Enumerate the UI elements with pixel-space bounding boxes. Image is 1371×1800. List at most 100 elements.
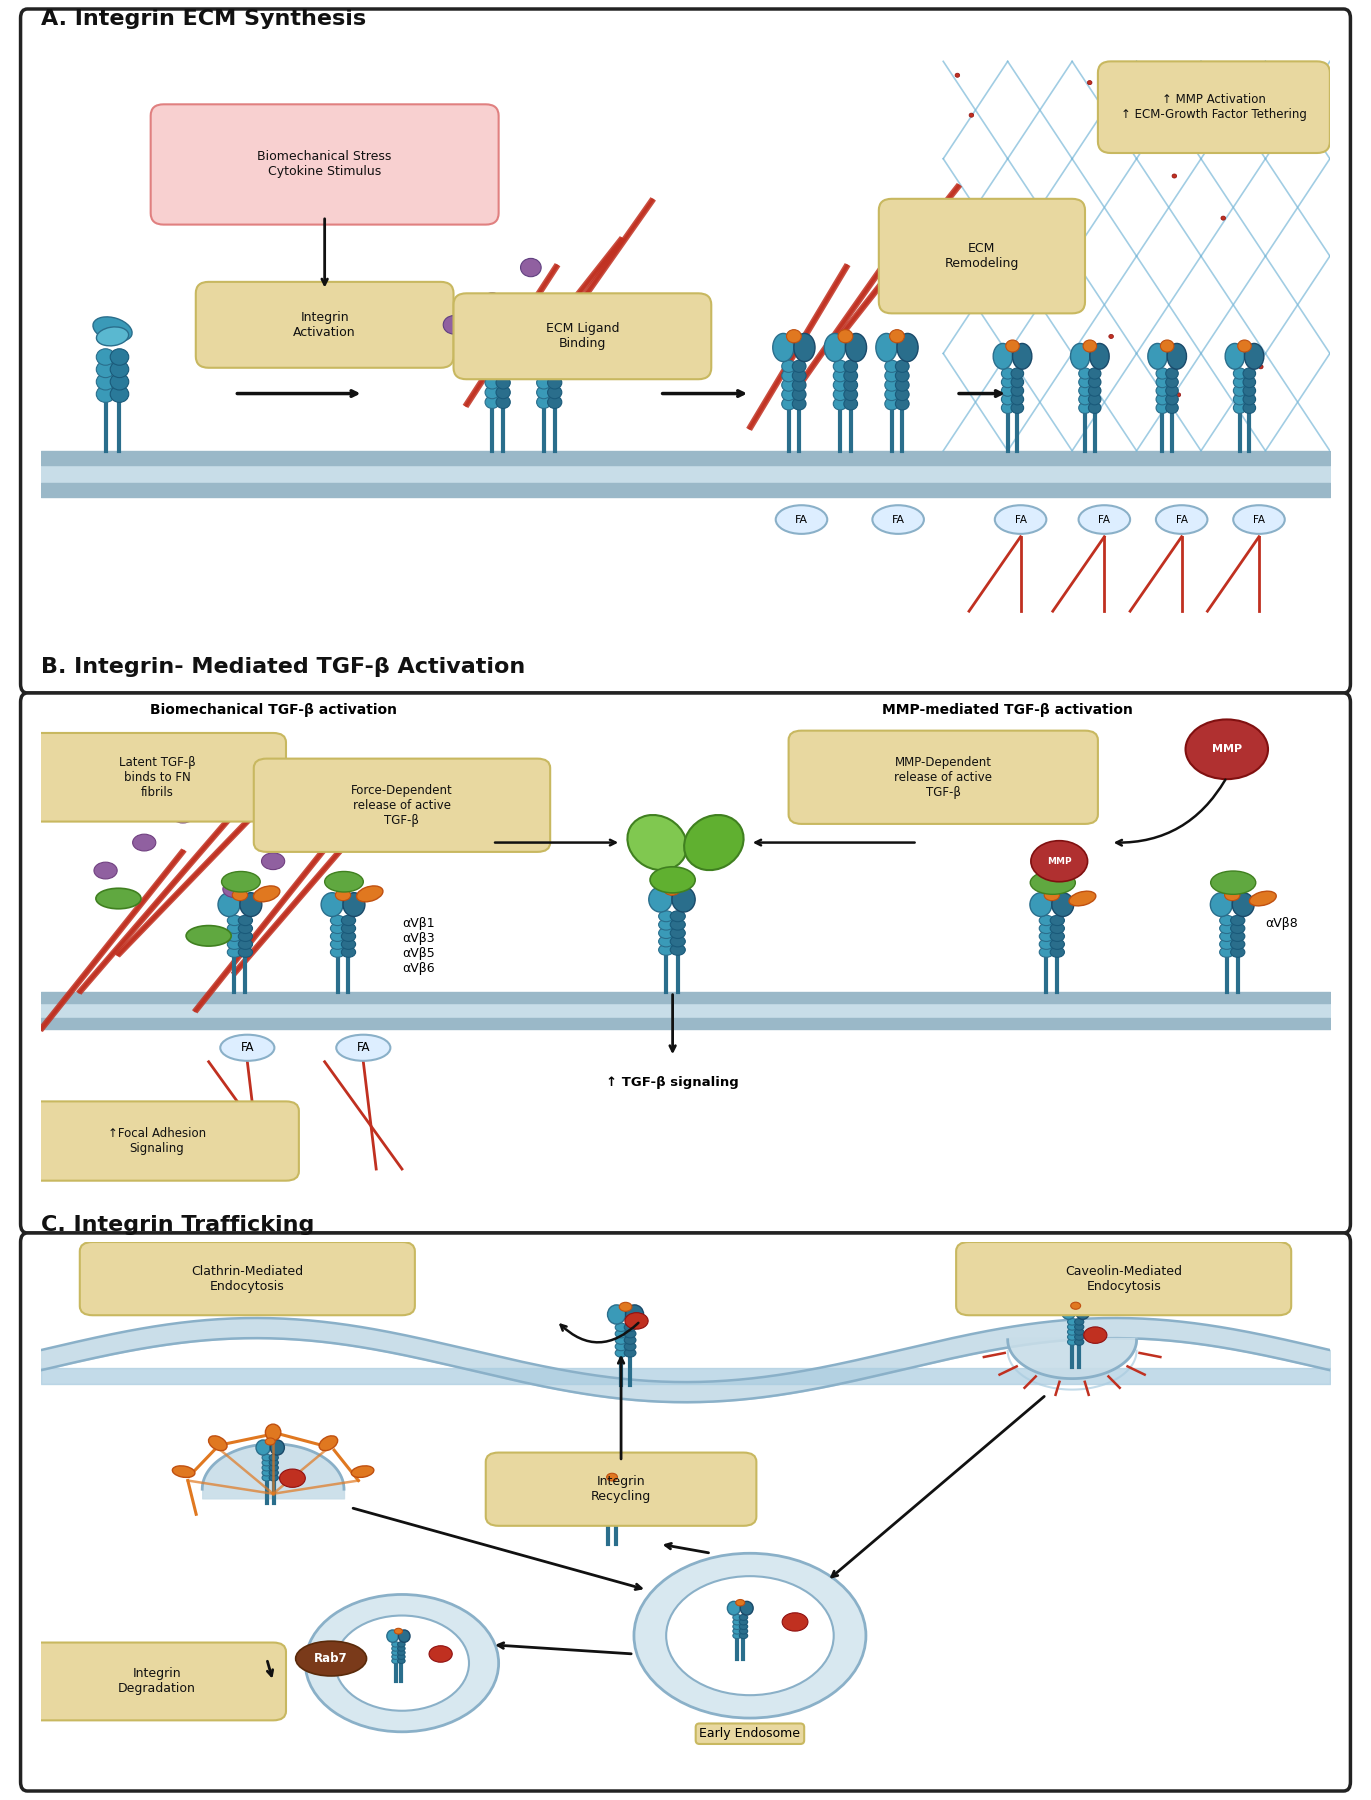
Ellipse shape (325, 871, 363, 893)
Circle shape (1165, 367, 1178, 380)
Circle shape (843, 380, 858, 391)
Ellipse shape (399, 1631, 410, 1642)
Circle shape (262, 1469, 271, 1476)
Circle shape (739, 1633, 747, 1638)
Ellipse shape (672, 887, 695, 913)
Circle shape (536, 396, 551, 409)
Circle shape (1172, 175, 1176, 178)
Ellipse shape (794, 333, 814, 362)
Circle shape (1001, 394, 1015, 405)
Text: ↑Focal Adhesion
Signaling: ↑Focal Adhesion Signaling (108, 1127, 206, 1156)
Circle shape (496, 376, 510, 389)
Circle shape (658, 927, 673, 938)
Circle shape (670, 936, 686, 947)
Circle shape (330, 914, 344, 925)
Text: FA: FA (240, 1040, 254, 1055)
FancyBboxPatch shape (29, 733, 287, 821)
Ellipse shape (256, 1440, 270, 1454)
Circle shape (392, 1642, 399, 1647)
Circle shape (611, 1508, 621, 1516)
Circle shape (330, 923, 344, 934)
Circle shape (606, 1472, 617, 1481)
Text: C. Integrin Trafficking: C. Integrin Trafficking (41, 1215, 314, 1235)
Circle shape (1238, 340, 1252, 353)
Circle shape (1010, 367, 1024, 380)
Text: Latent TGF-β
binds to FN
fibrils: Latent TGF-β binds to FN fibrils (119, 756, 196, 799)
Circle shape (547, 385, 562, 400)
Circle shape (633, 1553, 866, 1717)
Circle shape (547, 356, 562, 369)
Circle shape (1243, 367, 1256, 380)
FancyBboxPatch shape (21, 1233, 1350, 1791)
Ellipse shape (684, 815, 743, 869)
Ellipse shape (1233, 506, 1285, 535)
Ellipse shape (1156, 506, 1208, 535)
Circle shape (239, 931, 252, 941)
Circle shape (269, 1454, 278, 1462)
Ellipse shape (773, 333, 794, 362)
Circle shape (792, 389, 806, 401)
Text: FA: FA (1176, 515, 1187, 524)
Text: FA: FA (1015, 515, 1027, 524)
Ellipse shape (1249, 891, 1276, 905)
Ellipse shape (1167, 344, 1186, 369)
Circle shape (269, 1469, 278, 1476)
Text: FA: FA (795, 515, 808, 524)
Circle shape (1243, 385, 1256, 396)
Ellipse shape (1071, 344, 1090, 369)
Circle shape (1231, 914, 1245, 925)
Circle shape (1057, 306, 1061, 310)
Ellipse shape (254, 886, 280, 902)
Circle shape (1089, 394, 1101, 405)
Circle shape (1231, 947, 1245, 958)
Circle shape (1068, 1319, 1076, 1325)
Circle shape (884, 398, 898, 410)
Circle shape (1075, 1334, 1084, 1341)
Ellipse shape (270, 1440, 284, 1454)
Circle shape (620, 1303, 632, 1310)
Circle shape (792, 398, 806, 410)
Circle shape (95, 862, 117, 878)
Ellipse shape (221, 1035, 274, 1060)
Circle shape (536, 356, 551, 369)
Circle shape (262, 1454, 271, 1462)
FancyBboxPatch shape (196, 283, 454, 367)
Circle shape (733, 1615, 742, 1620)
Circle shape (884, 380, 898, 391)
Circle shape (792, 380, 806, 391)
Ellipse shape (650, 868, 695, 893)
Circle shape (884, 360, 898, 373)
Text: MMP: MMP (1212, 743, 1242, 754)
Circle shape (625, 1312, 648, 1328)
Circle shape (496, 367, 510, 380)
Ellipse shape (995, 506, 1046, 535)
Ellipse shape (872, 506, 924, 535)
Circle shape (1224, 889, 1239, 900)
FancyBboxPatch shape (29, 1643, 287, 1721)
Circle shape (1050, 923, 1064, 934)
Circle shape (884, 369, 898, 382)
Ellipse shape (607, 1305, 625, 1325)
Ellipse shape (1069, 891, 1095, 905)
Circle shape (269, 1465, 278, 1471)
Text: FA: FA (356, 1040, 370, 1055)
FancyBboxPatch shape (1098, 61, 1330, 153)
Circle shape (1010, 376, 1024, 387)
Circle shape (336, 889, 351, 900)
Ellipse shape (336, 1035, 391, 1060)
Circle shape (843, 360, 858, 373)
Circle shape (1259, 365, 1263, 369)
Circle shape (895, 398, 909, 410)
Ellipse shape (1030, 871, 1075, 895)
Circle shape (1039, 914, 1053, 925)
Text: FA: FA (1253, 515, 1265, 524)
Circle shape (670, 927, 686, 938)
Text: Integrin
Activation: Integrin Activation (293, 311, 356, 338)
Circle shape (624, 1343, 636, 1350)
Circle shape (536, 367, 551, 380)
Circle shape (341, 923, 355, 934)
Ellipse shape (740, 1602, 753, 1615)
Circle shape (228, 914, 241, 925)
Circle shape (843, 369, 858, 382)
Circle shape (1234, 401, 1246, 414)
